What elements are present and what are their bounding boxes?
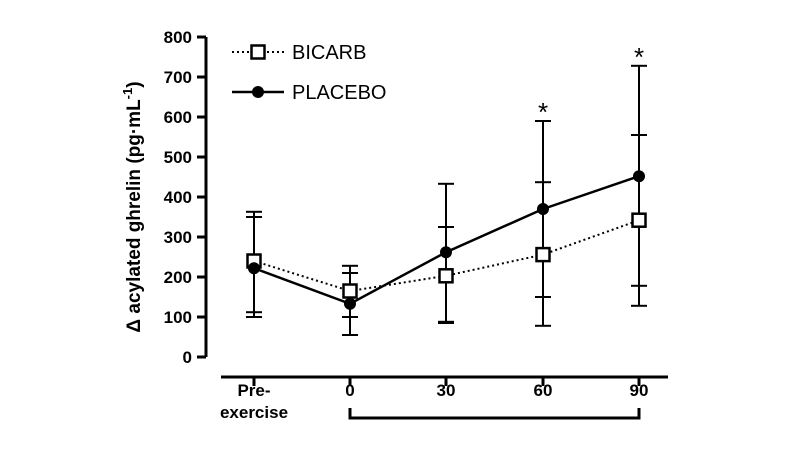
- series-layer: [246, 64, 647, 336]
- y-tick-label: 800: [164, 28, 192, 47]
- data-point: [633, 170, 645, 183]
- data-point: [440, 246, 452, 259]
- y-tick-label: 600: [164, 108, 192, 127]
- legend-item-placebo: PLACEBO: [232, 82, 386, 104]
- y-tick-label: 0: [183, 348, 192, 367]
- data-point: [631, 212, 647, 228]
- legend: BICARB PLACEBO: [232, 42, 386, 104]
- significance-marker: *: [538, 97, 548, 127]
- y-tick-label: 400: [164, 188, 192, 207]
- x-tick-label: 0: [345, 381, 354, 400]
- legend-label: PLACEBO: [292, 82, 386, 104]
- markers-placebo: [248, 170, 645, 310]
- data-point: [535, 246, 551, 263]
- x-tick-label: Pre-: [237, 381, 270, 400]
- y-tick-label: 300: [164, 228, 192, 247]
- markers-bicarb: [246, 212, 647, 299]
- y-tick-label: 100: [164, 308, 192, 327]
- legend-item-bicarb: BICARB: [232, 42, 366, 64]
- data-point: [342, 283, 358, 299]
- x-tick-label: 90: [630, 381, 649, 400]
- x-tick-label-line2: exercise: [220, 403, 288, 422]
- annotations: **: [538, 42, 644, 127]
- legend-swatch-marker: [250, 44, 266, 60]
- significance-marker: *: [634, 42, 644, 72]
- data-point: [248, 262, 260, 275]
- axes: 0 100 200 300 400 500 600 700 800 Pre-exercise 0 30…: [120, 28, 668, 422]
- time-bracket: [348, 408, 641, 420]
- data-point: [537, 203, 549, 215]
- y-axis-title: Δ acylated ghrelin (pg·mL-1): [120, 81, 145, 332]
- series-line: [253, 219, 640, 293]
- x-tick-label: 30: [437, 381, 456, 400]
- data-point: [438, 268, 454, 284]
- y-tick-label: 700: [164, 68, 192, 87]
- legend-swatch-marker: [252, 86, 264, 98]
- y-tick-label: 500: [164, 148, 192, 167]
- data-point: [344, 297, 356, 310]
- y-tick-label: 200: [164, 268, 192, 287]
- series-placebo: [246, 64, 647, 336]
- legend-label: BICARB: [292, 42, 366, 64]
- x-tick-label: 60: [534, 381, 553, 400]
